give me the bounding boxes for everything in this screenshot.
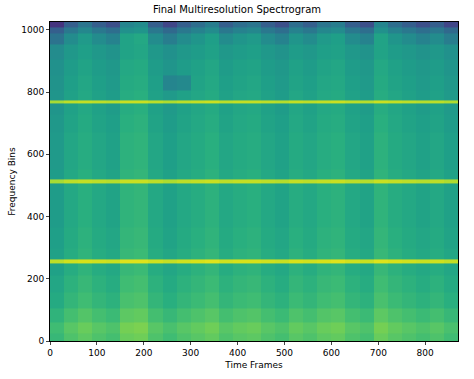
- svg-text:Frequency Bins: Frequency Bins: [7, 147, 17, 216]
- svg-text:500: 500: [276, 348, 293, 358]
- svg-text:300: 300: [182, 348, 199, 358]
- svg-text:400: 400: [27, 212, 44, 222]
- svg-text:Final Multiresolution Spectrog: Final Multiresolution Spectrogram: [153, 4, 321, 15]
- svg-text:200: 200: [27, 274, 44, 284]
- svg-text:600: 600: [27, 149, 44, 159]
- svg-text:700: 700: [370, 348, 387, 358]
- svg-text:Time Frames: Time Frames: [224, 360, 283, 370]
- svg-text:0: 0: [47, 348, 53, 358]
- svg-text:200: 200: [135, 348, 152, 358]
- svg-text:800: 800: [417, 348, 434, 358]
- svg-text:1000: 1000: [21, 25, 44, 35]
- svg-text:0: 0: [38, 336, 44, 346]
- svg-text:100: 100: [88, 348, 105, 358]
- svg-text:600: 600: [323, 348, 340, 358]
- svg-text:800: 800: [27, 87, 44, 97]
- svg-text:400: 400: [229, 348, 246, 358]
